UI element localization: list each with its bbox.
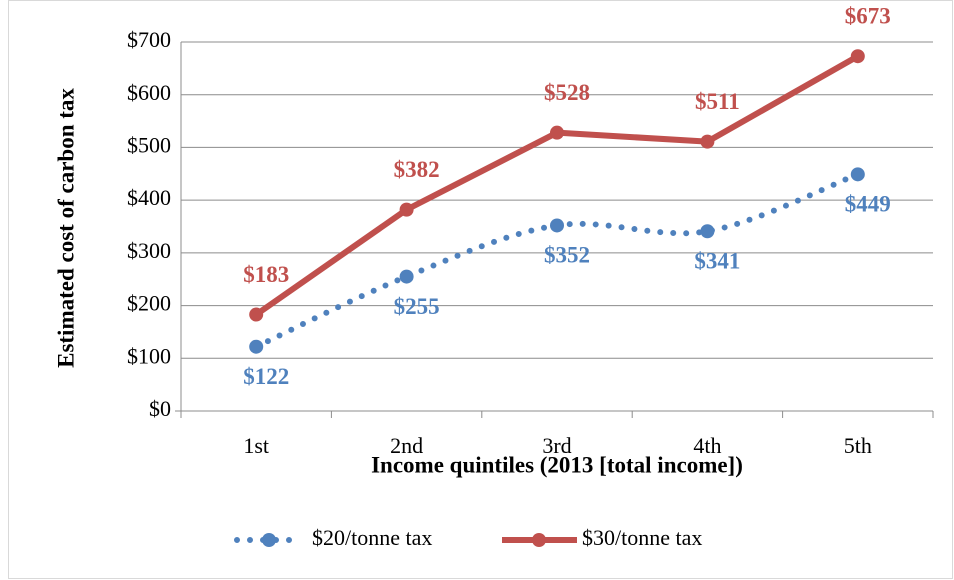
data-label: $352 bbox=[544, 243, 590, 268]
legend-marker bbox=[532, 533, 546, 547]
y-tick-label: $200 bbox=[127, 291, 171, 316]
data-label: $449 bbox=[845, 192, 891, 217]
data-label: $511 bbox=[695, 89, 740, 114]
point bbox=[850, 49, 865, 64]
y-axis-title: Estimated cost of carbon tax bbox=[53, 88, 78, 368]
x-tick-label: 4th bbox=[693, 433, 721, 458]
legend-marker bbox=[262, 533, 276, 547]
data-label: $255 bbox=[394, 294, 440, 319]
data-label: $382 bbox=[394, 157, 440, 182]
y-tick-label: $600 bbox=[127, 80, 171, 105]
x-tick-label: 5th bbox=[844, 433, 872, 458]
point bbox=[249, 339, 264, 354]
y-tick-label: $500 bbox=[127, 132, 171, 157]
y-tick-label: $0 bbox=[149, 396, 171, 421]
legend-label: $30/tonne tax bbox=[582, 525, 702, 550]
legend-label: $20/tonne tax bbox=[312, 525, 432, 550]
data-label: $341 bbox=[694, 249, 740, 274]
data-label: $122 bbox=[243, 364, 289, 389]
y-tick-label: $300 bbox=[127, 238, 171, 263]
point bbox=[550, 218, 564, 233]
x-tick-label: 1st bbox=[243, 433, 269, 458]
point bbox=[249, 307, 264, 322]
y-tick-label: $700 bbox=[127, 27, 171, 52]
y-tick-label: $400 bbox=[127, 185, 171, 210]
data-label: $673 bbox=[845, 4, 891, 29]
x-axis-title: Income quintiles (2013 [total income]) bbox=[371, 452, 743, 477]
point bbox=[700, 224, 715, 239]
chart-border bbox=[8, 0, 953, 579]
y-tick-label: $100 bbox=[127, 343, 171, 368]
point bbox=[550, 125, 564, 140]
point bbox=[399, 202, 414, 217]
point bbox=[399, 269, 414, 284]
data-label: $183 bbox=[243, 262, 289, 287]
point bbox=[850, 167, 865, 182]
x-tick-label: 2nd bbox=[390, 433, 423, 458]
data-label: $528 bbox=[544, 80, 590, 105]
x-tick-label: 3rd bbox=[542, 433, 571, 458]
point bbox=[700, 134, 715, 149]
